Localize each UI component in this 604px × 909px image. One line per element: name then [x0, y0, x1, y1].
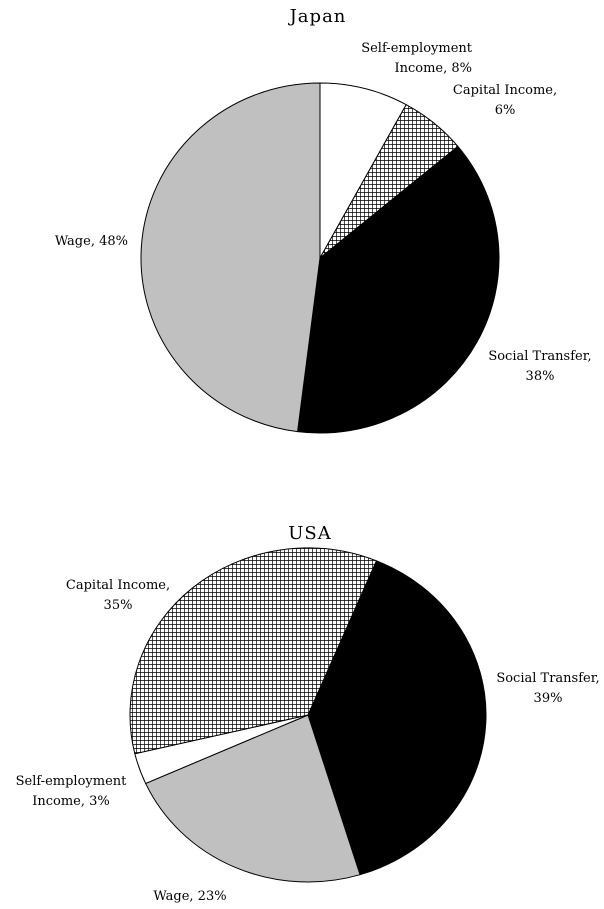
pie-slice — [144, 714, 361, 883]
chart-title: USA — [288, 523, 332, 544]
data-label: Capital Income, 6% — [453, 83, 557, 118]
data-label: Self-employment Income, 8% — [361, 41, 473, 76]
pie-slice — [307, 560, 487, 876]
pie-slice — [129, 547, 378, 755]
pie-slice — [140, 82, 321, 433]
data-label: Social Transfer, 38% — [488, 349, 591, 384]
data-label: Wage, 23% — [153, 889, 226, 904]
pie-slice — [319, 82, 407, 260]
data-label: Self-employment Income, 3% — [16, 774, 128, 809]
pie-slice — [297, 145, 500, 434]
data-label: Social Transfer, 39% — [496, 671, 599, 706]
chart-title: Japan — [288, 6, 347, 27]
data-label: Wage, 48% — [55, 234, 128, 249]
data-label: Capital Income, 35% — [66, 578, 170, 613]
